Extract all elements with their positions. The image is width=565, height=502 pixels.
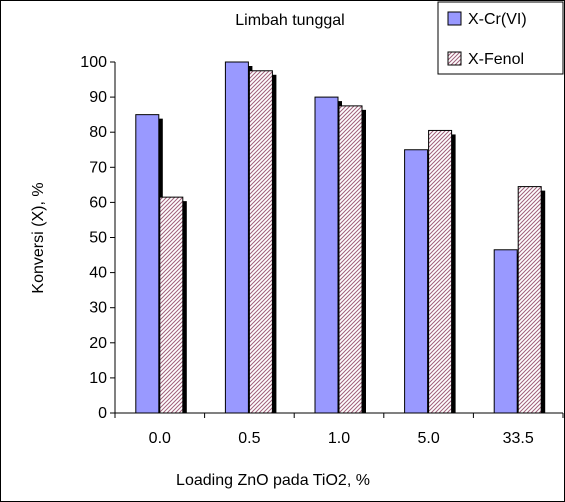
x-tick-label-1.0: 1.0: [328, 430, 350, 447]
bar-xcr-0.0: [135, 114, 160, 414]
y-tick-label-20: 20: [89, 335, 107, 352]
bar-xfenol-0.0: [159, 196, 184, 414]
y-axis-label: Konversi (X), %: [30, 182, 47, 293]
chart-title: Limbah tunggal: [235, 12, 344, 29]
legend-swatch-xcr: [447, 11, 462, 26]
x-tick-label-0.5: 0.5: [238, 430, 260, 447]
legend-label-xcr: X-Cr(VI): [468, 11, 527, 28]
bar-xfenol-5.0: [428, 129, 453, 414]
x-tick-label-0.0: 0.0: [149, 430, 171, 447]
y-tick-label-100: 100: [80, 54, 107, 71]
x-axis-label: Loading ZnO pada TiO2, %: [176, 472, 370, 489]
legend-swatch-xfenol: [447, 51, 462, 66]
legend: X-Cr(VI) X-Fenol: [437, 1, 564, 75]
legend-label-xfenol: X-Fenol: [468, 51, 524, 68]
bar-xfenol-0.5: [248, 70, 273, 414]
bar-xcr-33.5: [493, 249, 518, 414]
bar-xfenol-33.5: [517, 186, 542, 414]
y-tick-label-0: 0: [98, 405, 107, 422]
y-tick-label-60: 60: [89, 194, 107, 211]
y-tick-label-80: 80: [89, 124, 107, 141]
y-tick-label-10: 10: [89, 370, 107, 387]
y-tick-label-50: 50: [89, 230, 107, 247]
x-tick-label-33.5: 33.5: [503, 430, 534, 447]
bar-xcr-0.5: [224, 61, 249, 414]
y-tick-label-30: 30: [89, 300, 107, 317]
y-tick-label-40: 40: [89, 265, 107, 282]
bar-xfenol-1.0: [338, 105, 363, 414]
y-tick-label-70: 70: [89, 159, 107, 176]
x-tick-label-5.0: 5.0: [417, 430, 439, 447]
bar-xcr-1.0: [314, 96, 339, 414]
bar-xcr-5.0: [404, 149, 429, 414]
y-tick-label-90: 90: [89, 89, 107, 106]
